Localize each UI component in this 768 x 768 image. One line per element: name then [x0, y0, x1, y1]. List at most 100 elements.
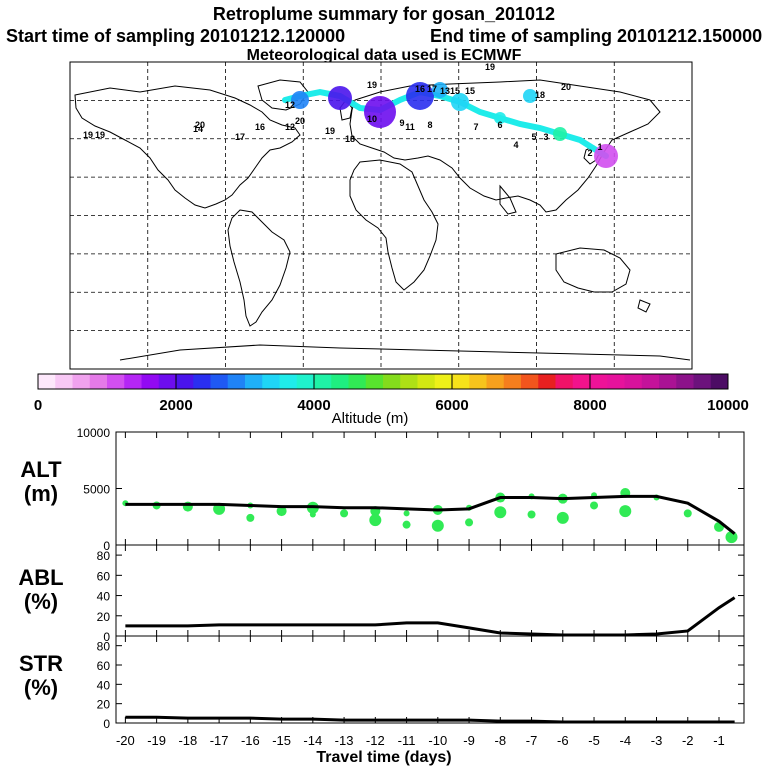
- colorbar-swatch: [72, 374, 91, 389]
- colorbar-swatch: [607, 374, 625, 389]
- x-tick-label: -9: [463, 733, 475, 748]
- y-tick-label: 10000: [77, 426, 111, 440]
- colorbar-swatch: [417, 374, 436, 389]
- colorbar-swatch: [659, 374, 677, 389]
- altitude-dot: [309, 511, 316, 518]
- plume-blob: [406, 82, 434, 110]
- altitude-dot: [402, 520, 411, 529]
- altitude-dot: [403, 510, 410, 517]
- colorbar-swatch: [89, 374, 108, 389]
- station-label: 14: [193, 124, 203, 134]
- y-tick-label: 20: [97, 698, 111, 712]
- altitude-dot: [683, 509, 692, 518]
- colorbar-swatch: [38, 374, 56, 389]
- panel-frame: [115, 431, 745, 546]
- colorbar-swatch: [572, 374, 591, 389]
- colorbar-title: Altitude (m): [332, 410, 409, 427]
- colorbar-swatch: [590, 374, 608, 389]
- plume-blob: [494, 112, 506, 124]
- x-tick-label: -5: [588, 733, 600, 748]
- altitude-dot: [431, 519, 444, 532]
- altitude-dot: [619, 505, 632, 518]
- x-tick-label: -6: [557, 733, 569, 748]
- str-panel-label: STR: [19, 651, 63, 676]
- altitude-colorbar: [37, 373, 729, 390]
- series-line: [125, 494, 736, 535]
- x-tick-label: -13: [335, 733, 354, 748]
- station-label: 1: [597, 142, 602, 152]
- altitude-dot: [246, 513, 255, 522]
- colorbar-border: [37, 373, 729, 390]
- station-label: 15: [465, 86, 475, 96]
- station-label: 20: [295, 116, 305, 126]
- x-tick-label: -4: [619, 733, 631, 748]
- altitude-dot: [527, 510, 536, 519]
- colorbar-swatch: [383, 374, 401, 389]
- altitude-dot: [556, 511, 569, 524]
- x-tick-label: -1: [713, 733, 725, 748]
- altitude-dot: [465, 518, 474, 527]
- colorbar-swatch: [676, 374, 694, 389]
- series-line: [125, 596, 736, 637]
- colorbar-tick-label: 4000: [297, 397, 330, 414]
- colorbar-swatch: [452, 374, 470, 389]
- colorbar-swatch: [227, 374, 246, 389]
- chart-title: Retroplume summary for gosan_201012: [212, 4, 556, 24]
- plume-blob: [432, 82, 448, 98]
- station-label: 11: [405, 122, 415, 132]
- colorbar-swatch: [624, 374, 643, 389]
- altitude-dot: [494, 506, 507, 519]
- station-label: 6: [497, 120, 502, 130]
- alt-panel-unit: (m): [23, 481, 59, 506]
- station-label: 12: [285, 122, 295, 132]
- y-tick-label: 0: [103, 717, 110, 731]
- x-tick-label: -2: [682, 733, 694, 748]
- y-tick-label: 20: [97, 610, 111, 624]
- x-tick-label: -20: [116, 733, 135, 748]
- station-label: 20: [561, 82, 571, 92]
- colorbar-tick-label: 2000: [159, 397, 192, 414]
- station-label: 15: [450, 86, 460, 96]
- colorbar-swatch: [193, 374, 211, 389]
- x-tick-label: -18: [178, 733, 197, 748]
- station-label: 13: [440, 86, 450, 96]
- colorbar-swatch: [262, 374, 280, 389]
- colorbar-swatch: [434, 374, 453, 389]
- plume-blob: [553, 127, 567, 141]
- y-tick-label: 80: [97, 549, 111, 563]
- x-axis-label: Travel time (days): [316, 749, 452, 766]
- colorbar-swatch: [55, 374, 73, 389]
- station-label: 12: [285, 100, 295, 110]
- colorbar-swatch: [314, 374, 332, 389]
- plume-blob: [364, 96, 396, 128]
- x-tick-label: -7: [526, 733, 538, 748]
- panel-frame: [115, 635, 745, 724]
- colorbar-swatch: [331, 374, 349, 389]
- colorbar-swatch: [176, 374, 194, 389]
- colorbar-swatch: [348, 374, 367, 389]
- colorbar-swatch: [486, 374, 505, 389]
- x-tick-label: -14: [303, 733, 322, 748]
- station-label: 18: [345, 134, 355, 144]
- altitude-dot: [725, 531, 738, 544]
- x-tick-label: -11: [398, 733, 416, 748]
- x-tick-label: -17: [210, 733, 229, 748]
- colorbar-swatch: [107, 374, 125, 389]
- colorbar-swatch: [296, 374, 315, 389]
- y-tick-label: 0: [103, 539, 110, 553]
- colorbar-swatch: [400, 374, 418, 389]
- retroplume-path: [282, 82, 618, 168]
- str-panel-unit: (%): [23, 675, 59, 700]
- x-tick-label: -10: [428, 733, 447, 748]
- met-data-label: Meteorological data used is ECMWF: [246, 47, 522, 64]
- plume-blob: [291, 91, 309, 109]
- plume-blob: [451, 93, 469, 111]
- str-panel: 0 20 40 60 80: [97, 635, 745, 731]
- colorbar-swatch: [279, 374, 298, 389]
- station-label: 17: [427, 84, 437, 94]
- colorbar-swatch: [693, 374, 712, 389]
- colorbar-tick-label: 8000: [573, 397, 606, 414]
- colorbar-tick-labels: 0 2000 4000 6000 8000 10000: [34, 374, 749, 414]
- colorbar-swatch: [538, 374, 556, 389]
- colorbar-tick-label: 0: [34, 397, 42, 414]
